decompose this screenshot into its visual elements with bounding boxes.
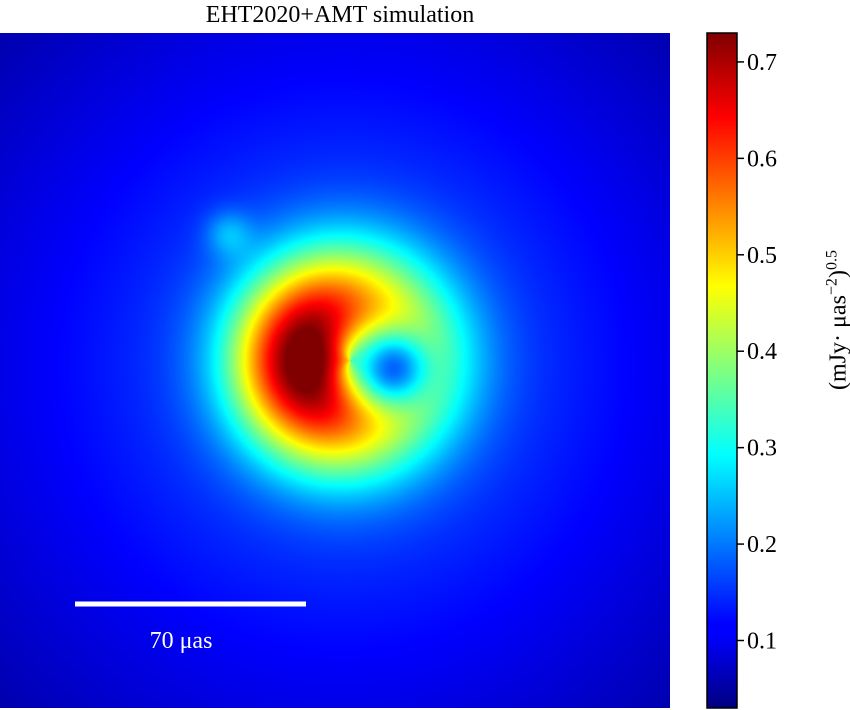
colorbar-tick-label: 0.4 <box>747 339 777 365</box>
colorbar-ticks: 0.1 0.2 0.3 0.4 0.5 0.6 0.7 <box>737 50 777 655</box>
scale-bar-label: 70 μas <box>150 628 213 654</box>
colorbar-label: (mJy· μas−2)0.5 <box>823 250 850 390</box>
colorbar-tick-label: 0.5 <box>747 243 777 269</box>
colorbar-tick-label: 0.6 <box>747 146 777 172</box>
colorbar-tick-label: 0.3 <box>747 436 777 462</box>
colorbar-tick-label: 0.1 <box>747 629 777 655</box>
colorbar-tick-label: 0.2 <box>747 532 777 558</box>
heatmap-image <box>0 33 670 708</box>
colorbar-tick-label: 0.7 <box>747 50 777 76</box>
colorbar <box>706 32 738 709</box>
chart-title: EHT2020+AMT simulation <box>205 2 475 28</box>
